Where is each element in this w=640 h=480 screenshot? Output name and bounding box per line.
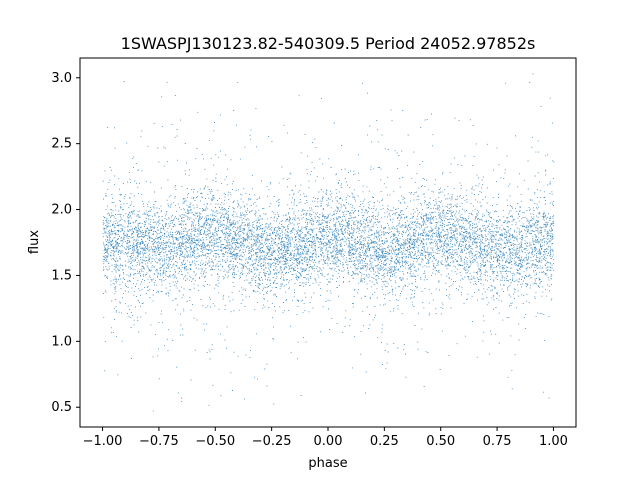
y-axis-label: flux	[27, 230, 42, 254]
x-tick-label: −0.25	[252, 434, 292, 449]
y-tick-label: 1.0	[51, 334, 72, 349]
scatter-point-cloud	[102, 73, 555, 412]
scatter-points	[102, 73, 555, 412]
x-tick-label: 0.50	[426, 434, 455, 449]
x-tick-label: 0.75	[483, 434, 512, 449]
chart-title: 1SWASPJ130123.82-540309.5 Period 24052.9…	[121, 34, 536, 53]
x-axis-ticks: −1.00 −0.75 −0.50 −0.25 0.00 0.25 0.50 0.75 1.00	[83, 427, 568, 449]
x-tick-label: −0.50	[195, 434, 235, 449]
y-tick-label: 1.5	[51, 268, 72, 283]
x-tick-label: −1.00	[83, 434, 123, 449]
x-tick-label: 0.00	[314, 434, 343, 449]
x-tick-label: −0.75	[139, 434, 179, 449]
y-axis-ticks: 0.5 1.0 1.5 2.0 2.5 3.0	[51, 71, 80, 415]
x-tick-label: 0.25	[370, 434, 399, 449]
x-axis-label: phase	[308, 456, 347, 471]
x-tick-label: 1.00	[539, 434, 568, 449]
y-tick-label: 3.0	[51, 71, 72, 86]
y-tick-label: 2.5	[51, 137, 72, 152]
y-tick-label: 2.0	[51, 203, 72, 218]
y-tick-label: 0.5	[51, 400, 72, 415]
